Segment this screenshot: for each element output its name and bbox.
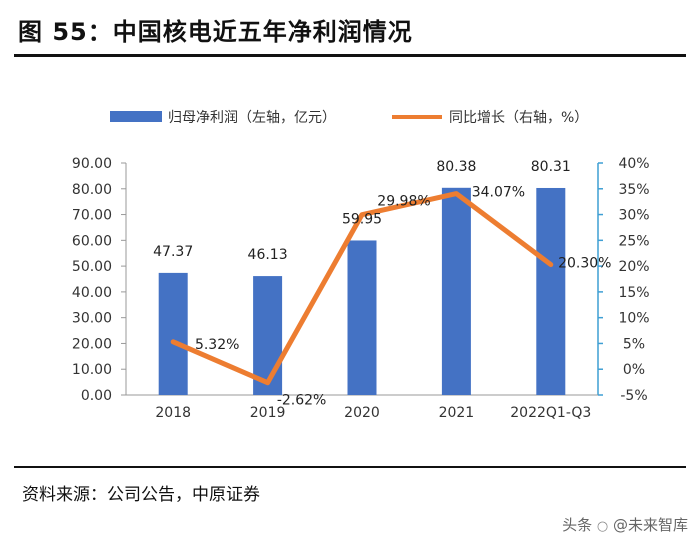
right-axis-tick-label: 30% — [618, 208, 649, 224]
right-axis-tick-label: 10% — [618, 311, 649, 327]
x-axis-category-label: 2022Q1-Q3 — [510, 405, 591, 420]
legend-bar-label: 归母净利润（左轴，亿元） — [168, 110, 336, 126]
x-axis-category-label: 2021 — [439, 405, 475, 420]
title-rule — [14, 54, 686, 57]
bar-value-label: 46.13 — [248, 247, 288, 263]
bar-value-label: 47.37 — [153, 244, 193, 260]
left-axis-tick-label: 50.00 — [72, 259, 112, 275]
watermark-logo-icon: ○ — [596, 519, 609, 534]
legend-line-label: 同比增长（右轴，%） — [449, 110, 589, 126]
left-axis-tick-label: 20.00 — [72, 336, 112, 352]
left-axis-tick-label: 30.00 — [72, 311, 112, 327]
right-axis-tick-label: 5% — [623, 336, 645, 352]
left-axis-tick-label: 60.00 — [72, 233, 112, 249]
left-axis-tick-label: 10.00 — [72, 362, 112, 378]
bar — [536, 187, 566, 395]
legend-bar-swatch — [110, 111, 162, 122]
right-axis-tick-label: 25% — [618, 233, 649, 249]
line-value-label: 20.30% — [558, 256, 611, 272]
bar — [441, 187, 471, 395]
right-axis-tick-label: 35% — [618, 182, 649, 198]
right-axis-tick-label: 20% — [618, 259, 649, 275]
watermark-handle: @未来智库 — [612, 516, 688, 534]
left-axis-tick-label: 80.00 — [72, 182, 112, 198]
left-axis-tick-label: 40.00 — [72, 285, 112, 301]
watermark-prefix: 头条 — [562, 516, 593, 534]
x-axis-category-label: 2019 — [250, 405, 286, 420]
watermark: 头条 ○ @未来智库 — [562, 514, 688, 535]
right-axis-tick-label: -5% — [620, 388, 647, 404]
left-axis-tick-label: 70.00 — [72, 208, 112, 224]
right-axis-tick-label: 0% — [623, 362, 645, 378]
line-value-label: 5.32% — [195, 337, 239, 353]
bar-value-label: 80.31 — [531, 159, 571, 175]
bar-value-label: 59.95 — [342, 211, 382, 227]
left-axis-tick-label: 0.00 — [81, 388, 112, 404]
bar-value-label: 80.38 — [436, 159, 476, 175]
right-axis-tick-label: 15% — [618, 285, 649, 301]
left-axis-tick-label: 90.00 — [72, 156, 112, 172]
right-axis-tick-label: 40% — [618, 156, 649, 172]
bar — [158, 272, 188, 395]
bar — [347, 240, 377, 395]
source-note: 资料来源：公司公告，中原证券 — [22, 485, 260, 505]
source-rule — [14, 466, 686, 468]
bar — [253, 276, 283, 395]
line-value-label: 34.07% — [472, 185, 525, 201]
x-axis-category-label: 2018 — [155, 405, 191, 420]
figure-title: 图 55：中国核电近五年净利润情况 — [18, 18, 413, 46]
combo-chart: 0.00 10.00 20.00 30.00 40.00 50.00 60.00 70.00 8… — [72, 156, 650, 420]
legend-line-swatch — [392, 115, 442, 119]
chart-legend: 归母净利润（左轴，亿元） 同比增长（右轴，%） — [0, 106, 700, 128]
line-value-label: -2.62% — [277, 393, 327, 409]
line-value-label: 29.98% — [377, 194, 430, 210]
growth-line — [170, 191, 554, 386]
x-axis-category-label: 2020 — [344, 405, 380, 420]
